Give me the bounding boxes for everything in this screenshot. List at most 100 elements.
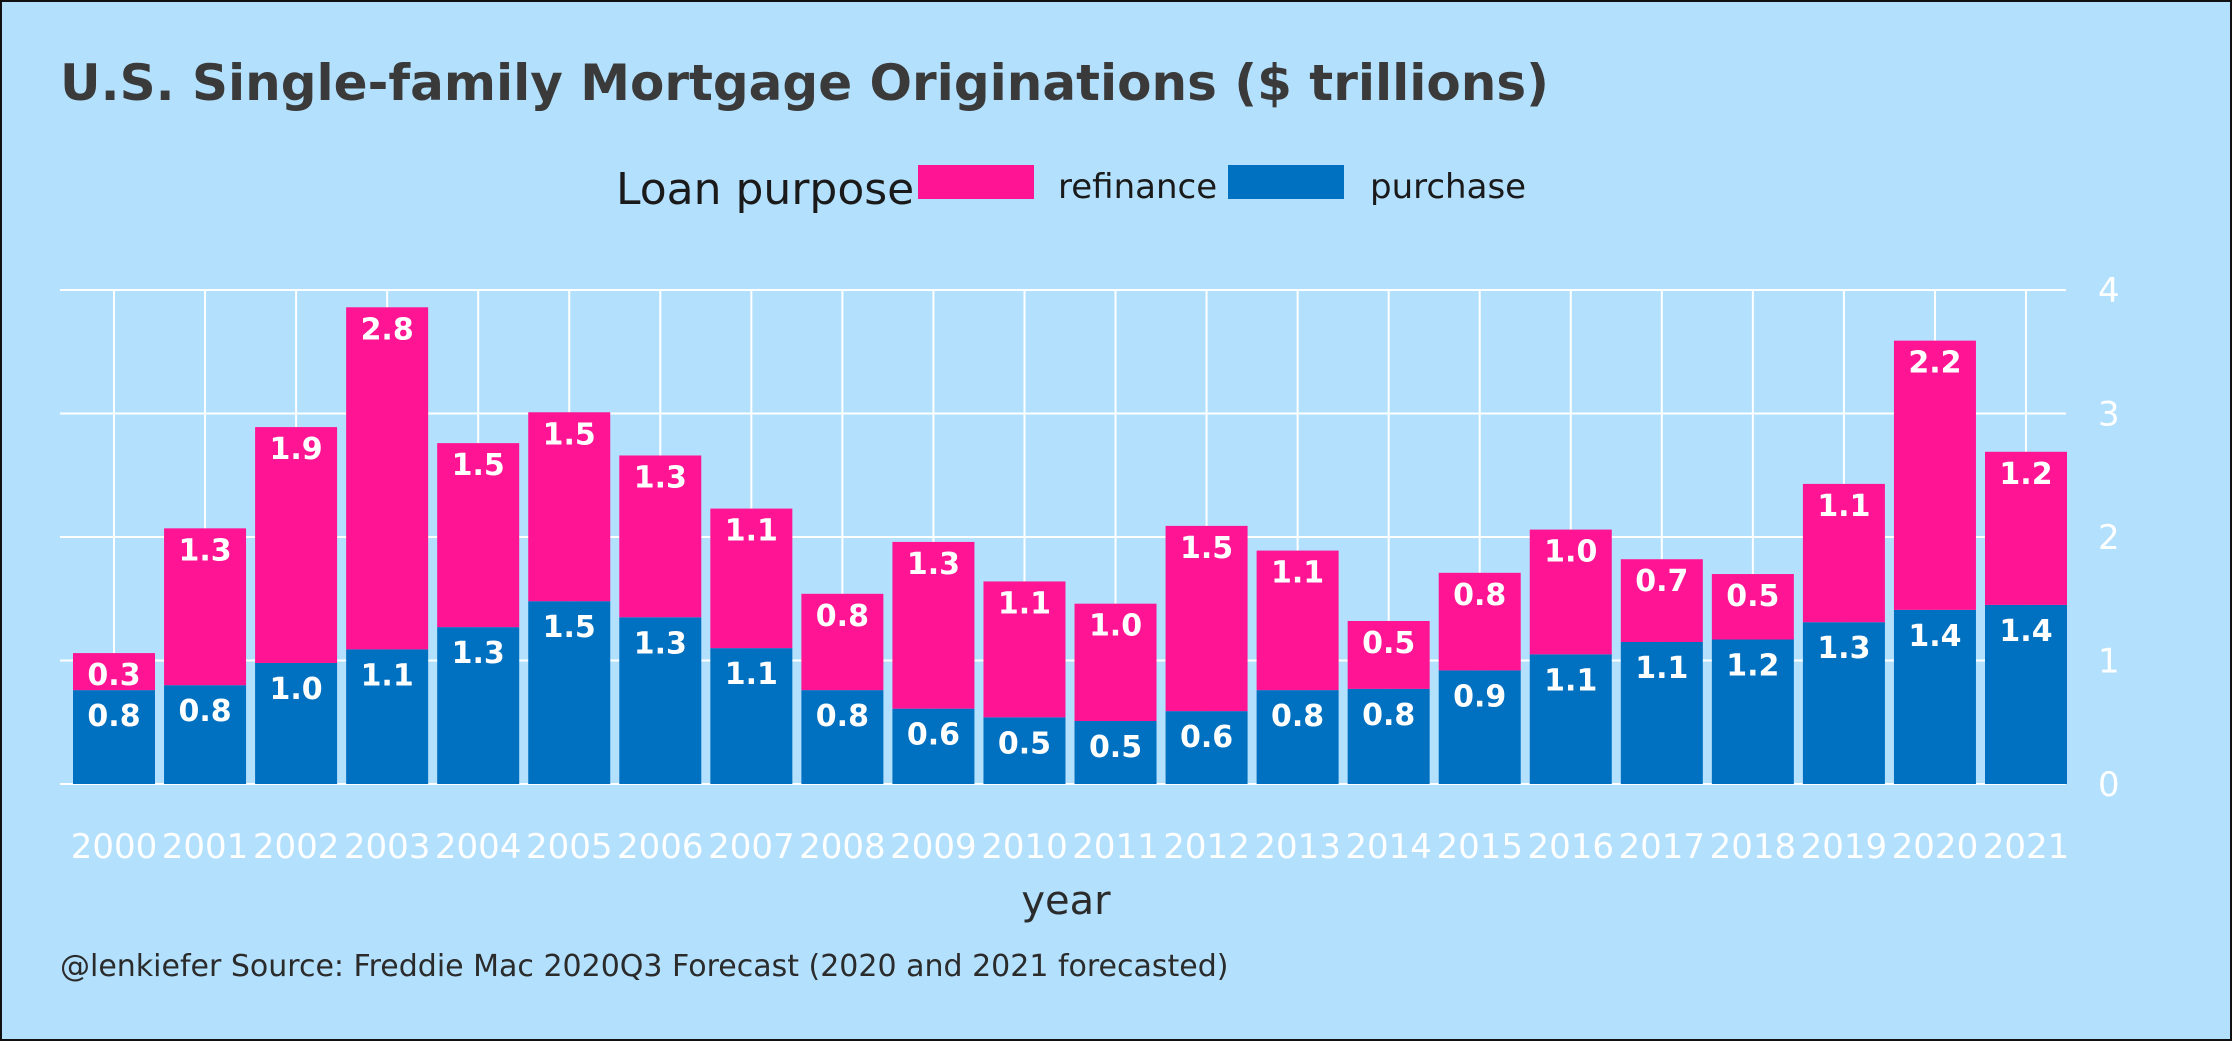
data-labels: 0.8 0.3 0.8 1.3 1.0 1.9 1.1 2.8 1.3 1.5 1.5 1.5 1.3 1… [87, 312, 2052, 765]
bar-purchase-2010 [983, 717, 1066, 784]
data-label-refinance-2021: 1.2 [1999, 457, 2052, 492]
data-label-purchase-2009: 0.6 [907, 718, 960, 753]
bar-purchase-2005 [528, 601, 611, 784]
x-tick-label-2000: 2000 [71, 827, 158, 867]
y-axis: 0 1 2 3 4 [2098, 271, 2120, 805]
data-label-refinance-2016: 1.0 [1544, 535, 1597, 570]
x-tick-label-2020: 2020 [1892, 827, 1979, 867]
data-label-purchase-2003: 1.1 [361, 658, 414, 693]
data-label-purchase-2018: 1.2 [1726, 649, 1779, 684]
bar-purchase-2001 [164, 685, 247, 784]
legend-title: Loan purpose [616, 164, 914, 215]
data-label-purchase-2000: 0.8 [87, 699, 140, 734]
x-tick-label-2017: 2017 [1619, 827, 1706, 867]
bar-refinance-2017 [1620, 559, 1703, 642]
bar-purchase-2016 [1529, 654, 1612, 784]
bar-refinance-2018 [1711, 574, 1794, 640]
bar-purchase-2008 [801, 690, 884, 784]
data-label-refinance-2019: 1.1 [1817, 489, 1870, 524]
data-label-refinance-2017: 0.7 [1635, 564, 1688, 599]
x-tick-label-2018: 2018 [1710, 827, 1797, 867]
bar-refinance-2000 [73, 653, 155, 691]
data-label-refinance-2014: 0.5 [1362, 626, 1415, 661]
bar-purchase-2011 [1074, 721, 1157, 784]
x-axis-title: year [1021, 878, 1111, 924]
x-tick-label-2007: 2007 [708, 827, 795, 867]
bar-refinance-2019 [1802, 483, 1885, 623]
data-label-purchase-2005: 1.5 [543, 610, 596, 645]
bar-refinance-2008 [801, 593, 884, 691]
bar-refinance-2009 [892, 541, 975, 709]
bar-purchase-2013 [1256, 690, 1339, 784]
x-tick-label-2001: 2001 [162, 827, 249, 867]
legend-label-purchase: purchase [1370, 167, 1526, 207]
chart-caption: @lenkiefer Source: Freddie Mac 2020Q3 Fo… [60, 949, 1229, 984]
bar-purchase-2012 [1165, 711, 1248, 784]
data-label-refinance-2015: 0.8 [1453, 578, 1506, 613]
bar-purchase-2021 [1985, 604, 2067, 784]
data-label-purchase-2006: 1.3 [634, 626, 687, 661]
data-label-purchase-2014: 0.8 [1362, 698, 1415, 733]
bar-refinance-2016 [1529, 529, 1612, 655]
x-tick-label-2005: 2005 [526, 827, 613, 867]
x-tick-label-2019: 2019 [1801, 827, 1888, 867]
x-tick-label-2015: 2015 [1436, 827, 1523, 867]
data-label-purchase-2001: 0.8 [178, 694, 231, 729]
y-tick-label-0: 0 [2098, 765, 2120, 805]
data-label-refinance-2020: 2.2 [1908, 346, 1961, 381]
bar-refinance-2003 [346, 307, 429, 650]
data-label-refinance-2002: 1.9 [270, 432, 323, 467]
bar-refinance-2012 [1165, 525, 1248, 712]
data-label-purchase-2008: 0.8 [816, 699, 869, 734]
data-label-purchase-2007: 1.1 [725, 657, 778, 692]
bar-refinance-2004 [437, 443, 520, 628]
bar-purchase-2015 [1438, 670, 1521, 784]
data-label-refinance-2007: 1.1 [725, 514, 778, 549]
data-label-purchase-2019: 1.3 [1817, 631, 1870, 666]
y-tick-label-3: 3 [2098, 395, 2120, 435]
bar-purchase-2019 [1802, 622, 1885, 784]
data-label-refinance-2005: 1.5 [543, 417, 596, 452]
legend: Loan purpose refinance purchase [616, 164, 1526, 215]
data-label-purchase-2004: 1.3 [452, 636, 505, 671]
data-label-purchase-2010: 0.5 [998, 726, 1051, 761]
x-tick-label-2016: 2016 [1527, 827, 1614, 867]
bar-refinance-2013 [1256, 550, 1339, 691]
data-label-purchase-2017: 1.1 [1635, 651, 1688, 686]
data-label-refinance-2001: 1.3 [178, 533, 231, 568]
data-label-refinance-2008: 0.8 [816, 599, 869, 634]
x-tick-label-2008: 2008 [799, 827, 886, 867]
bar-purchase-2003 [346, 649, 429, 784]
y-tick-label-4: 4 [2098, 271, 2120, 311]
bar-refinance-2002 [255, 427, 338, 663]
bar-purchase-2006 [619, 617, 702, 784]
bar-refinance-2011 [1074, 603, 1157, 722]
x-tick-label-2012: 2012 [1163, 827, 1250, 867]
data-label-purchase-2002: 1.0 [270, 672, 323, 707]
data-label-refinance-2003: 2.8 [361, 312, 414, 347]
bar-purchase-2004 [437, 627, 520, 784]
legend-swatch-purchase [1228, 165, 1344, 199]
chart-title: U.S. Single-family Mortgage Originations… [60, 54, 1549, 112]
bar-purchase-2018 [1711, 639, 1794, 784]
data-label-purchase-2013: 0.8 [1271, 699, 1324, 734]
x-tick-label-2013: 2013 [1254, 827, 1341, 867]
y-tick-label-1: 1 [2098, 642, 2120, 682]
data-label-refinance-2018: 0.5 [1726, 579, 1779, 614]
bars [73, 307, 2067, 784]
data-label-purchase-2021: 1.4 [1999, 614, 2052, 649]
bar-refinance-2015 [1438, 572, 1521, 671]
bar-refinance-2001 [164, 528, 247, 686]
data-label-refinance-2000: 0.3 [87, 658, 140, 693]
x-tick-label-2009: 2009 [890, 827, 977, 867]
x-tick-label-2004: 2004 [435, 827, 522, 867]
bar-refinance-2006 [619, 455, 702, 618]
bar-refinance-2005 [528, 412, 611, 602]
x-tick-label-2010: 2010 [981, 827, 1068, 867]
data-label-refinance-2013: 1.1 [1271, 556, 1324, 591]
bar-refinance-2010 [983, 581, 1066, 718]
x-axis: 2000 2001 2002 2003 2004 2005 2006 2007 2008 2009… [71, 827, 2070, 867]
x-tick-label-2006: 2006 [617, 827, 704, 867]
